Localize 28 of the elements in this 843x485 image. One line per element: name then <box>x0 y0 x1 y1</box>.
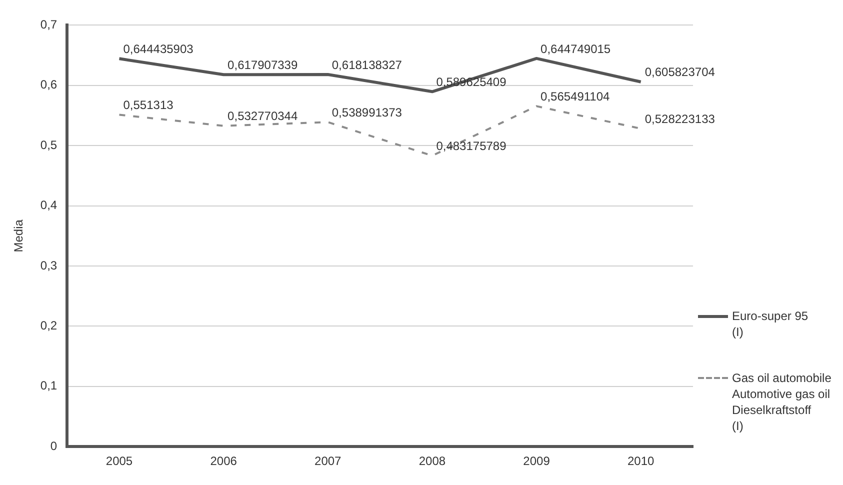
y-tick-label: 0,5 <box>40 138 58 152</box>
legend-label: Gas oil automobile Automotive gas oil Dieselkraftstoff (I) <box>732 370 832 434</box>
data-label: 0,644435903 <box>123 42 194 56</box>
x-tick-label: 2009 <box>523 454 550 468</box>
y-tick-label: 0,2 <box>40 318 58 333</box>
data-label: 0,551313 <box>123 98 174 112</box>
y-tick-label: 0,7 <box>40 18 58 32</box>
y-tick-label: 0 <box>50 438 58 453</box>
data-label: 0,644749015 <box>540 42 611 56</box>
data-label: 0,617907339 <box>228 58 298 72</box>
data-label: 0,605823704 <box>644 65 716 80</box>
y-tick-label: 0,3 <box>40 258 58 272</box>
x-tick-label: 2006 <box>210 454 238 468</box>
legend-label: Euro-super 95 (I) <box>732 308 808 340</box>
data-label: 0,532770344 <box>228 109 298 124</box>
data-label: 0,483175789 <box>436 139 507 154</box>
x-tick-label: 2007 <box>314 454 342 468</box>
y-tick-label: 0,6 <box>40 78 58 92</box>
y-tick-label: 0,4 <box>40 198 58 212</box>
x-tick-label: 2010 <box>627 454 655 468</box>
data-label: 0,618138327 <box>332 58 402 72</box>
x-tick-label: 2008 <box>418 454 446 468</box>
x-tick-label: 2005 <box>106 454 133 468</box>
data-label: 0,565491104 <box>540 89 610 104</box>
data-label: 0,528223133 <box>644 112 716 126</box>
data-label: 0,538991373 <box>332 105 402 120</box>
y-tick-label: 0,1 <box>40 378 58 393</box>
y-axis-title: Media <box>12 219 26 252</box>
